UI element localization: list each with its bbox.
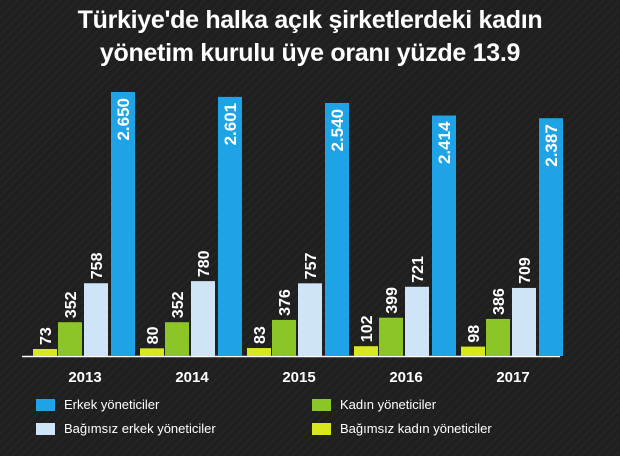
bar-2016-series-3 bbox=[432, 115, 456, 356]
data-label-2013-series-3: 2.650 bbox=[114, 98, 133, 141]
bar-2015-series-0 bbox=[247, 348, 271, 356]
chart-title-line-1: Türkiye'de halka açık şirketlerdeki kadı… bbox=[77, 6, 543, 34]
bar-2014-series-3 bbox=[218, 96, 242, 357]
data-label-2015-series-1: 376 bbox=[277, 289, 294, 316]
bar-2017-series-3 bbox=[539, 118, 563, 357]
chart-title: Türkiye'de halka açık şirketlerdeki kadı… bbox=[0, 4, 620, 70]
data-label-2017-series-2: 709 bbox=[517, 257, 534, 284]
bar-2016-series-0 bbox=[354, 346, 378, 356]
bar-2013-series-0 bbox=[33, 348, 57, 356]
data-label-2017-series-1: 386 bbox=[491, 288, 508, 315]
data-label-2016-series-0: 102 bbox=[359, 315, 376, 342]
data-label-2013-series-2: 758 bbox=[89, 252, 106, 279]
bar-2017-series-1 bbox=[486, 318, 510, 356]
bar-2014-series-2 bbox=[191, 281, 215, 356]
data-label-2014-series-1: 352 bbox=[170, 291, 187, 318]
x-tick-label-2016: 2016 bbox=[389, 369, 422, 386]
data-label-2016-series-3: 2.414 bbox=[435, 121, 454, 164]
bar-2013-series-2 bbox=[84, 283, 108, 356]
data-label-2015-series-3: 2.540 bbox=[328, 109, 347, 152]
x-tick-label-2015: 2015 bbox=[282, 369, 315, 386]
bar-2013-series-1 bbox=[58, 322, 82, 356]
data-label-2015-series-0: 83 bbox=[252, 326, 269, 344]
data-label-2017-series-3: 2.387 bbox=[542, 124, 561, 167]
bar-2016-series-1 bbox=[379, 317, 403, 356]
bar-2015-series-2 bbox=[298, 283, 322, 356]
chart-title-line-2: yönetim kurulu üye oranı yüzde 13.9 bbox=[99, 39, 521, 67]
bar-2014-series-1 bbox=[165, 322, 189, 356]
data-label-2016-series-2: 721 bbox=[410, 256, 427, 283]
data-label-2016-series-1: 399 bbox=[384, 287, 401, 314]
x-tick-label-2013: 2013 bbox=[68, 369, 101, 386]
data-label-2013-series-1: 352 bbox=[63, 291, 80, 318]
bar-2014-series-0 bbox=[140, 348, 164, 356]
bar-2015-series-1 bbox=[272, 319, 296, 356]
data-label-2014-series-0: 80 bbox=[145, 326, 162, 344]
x-tick-label-2017: 2017 bbox=[496, 369, 529, 386]
data-label-2013-series-0: 73 bbox=[38, 327, 55, 345]
x-tick-label-2014: 2014 bbox=[175, 369, 209, 386]
data-label-2014-series-3: 2.601 bbox=[221, 103, 240, 146]
bar-2017-series-2 bbox=[512, 287, 536, 356]
data-label-2017-series-0: 98 bbox=[466, 325, 483, 343]
bar-2013-series-3 bbox=[111, 92, 135, 356]
bar-2015-series-3 bbox=[325, 102, 349, 356]
data-label-2015-series-2: 757 bbox=[303, 253, 320, 280]
data-label-2014-series-2: 780 bbox=[196, 250, 213, 277]
bar-2017-series-0 bbox=[461, 346, 485, 356]
bar-2016-series-2 bbox=[405, 286, 429, 356]
